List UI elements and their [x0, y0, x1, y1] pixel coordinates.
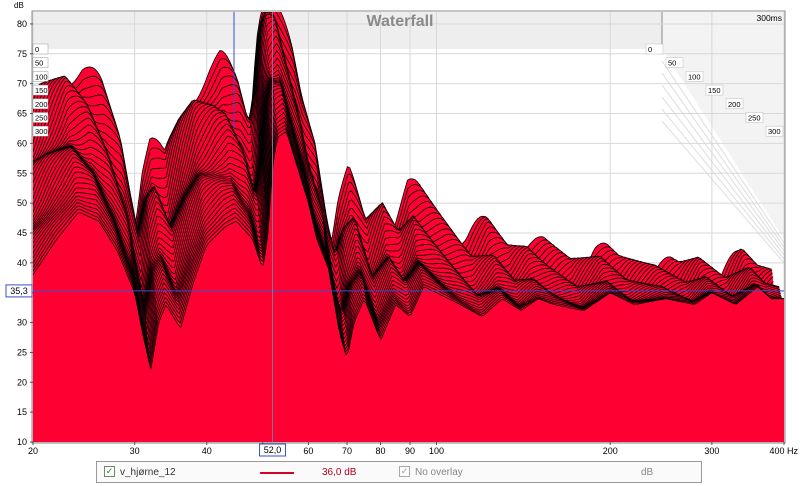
time-label-bg — [32, 71, 49, 82]
y-tick-label: 45 — [17, 228, 27, 238]
y-tick-label: 10 — [17, 437, 27, 447]
side-wall-plane — [662, 12, 784, 239]
time-label-left: 50 — [35, 59, 43, 68]
time-label-left: 200 — [35, 100, 48, 109]
axis-ticks: 1015202530354045505560657075802030406070… — [5, 19, 798, 457]
slice-contour — [33, 131, 784, 370]
time-label-right: 100 — [688, 72, 701, 81]
series-name: v_hjørne_12 — [120, 467, 176, 478]
x-tick-label: 100 — [429, 446, 444, 456]
time-label-bg — [705, 84, 724, 96]
y-axis-unit: dB — [14, 1, 24, 10]
time-label-bg — [725, 98, 744, 110]
slice-contour — [33, 107, 782, 346]
y-tick-label: 50 — [17, 198, 27, 208]
y-tick-label: 60 — [17, 138, 27, 148]
time-label-right: 150 — [708, 86, 721, 95]
side-wall-gridline — [661, 96, 784, 256]
time-label-bg — [32, 112, 49, 123]
y-tick-label: 55 — [17, 168, 27, 178]
time-label-bg — [745, 112, 764, 123]
x-tick-label: 70 — [342, 446, 352, 456]
y-tick-label: 30 — [17, 318, 27, 328]
overlay-checkbox[interactable]: ✓ — [399, 466, 410, 477]
x-tick-label: 30 — [130, 446, 140, 456]
legend-bar: ✓ v_hjørne_12 36,0 dB ✓ No overlay dB — [96, 461, 702, 483]
slice-contour — [33, 98, 781, 335]
time-label-bg — [665, 57, 684, 68]
slice-contour — [33, 116, 783, 355]
slice-contour — [33, 23, 774, 299]
side-wall-gridline — [661, 60, 784, 244]
slice-contour — [33, 19, 774, 300]
y-tick-label: 70 — [17, 79, 27, 89]
x-tick-label: 80 — [376, 446, 386, 456]
slice-contour — [33, 28, 775, 298]
x-cursor-readout: 52,0 — [264, 445, 282, 455]
y-tick-label: 75 — [17, 49, 27, 59]
time-label-bg — [645, 43, 664, 55]
time-label-left: 250 — [35, 114, 48, 123]
time-label-right: 200 — [728, 100, 741, 109]
y-tick-label: 65 — [17, 109, 27, 119]
time-label-left: 100 — [35, 72, 48, 81]
time-range-label: 300ms — [756, 13, 782, 23]
time-label-right: 300 — [768, 127, 781, 136]
side-wall-gridline — [661, 120, 784, 264]
slice-contour — [33, 85, 780, 316]
time-label-bg — [32, 84, 49, 96]
side-wall-gridline — [661, 108, 784, 260]
x-tick-label: 60 — [303, 446, 313, 456]
time-label-left: 0 — [35, 45, 39, 54]
x-tick-label: 400 Hz — [769, 446, 798, 456]
x-tick-label: 90 — [405, 446, 415, 456]
x-tick-label: 200 — [603, 446, 618, 456]
slice-contour — [33, 16, 773, 300]
side-wall-gridline — [661, 84, 784, 252]
x-tick-label: 40 — [202, 446, 212, 456]
slice-contour — [33, 35, 775, 299]
overlay-value: dB — [641, 467, 654, 478]
time-label-left: 150 — [35, 86, 48, 95]
time-label-right: 50 — [668, 59, 676, 68]
side-wall-gridline — [661, 72, 784, 248]
x-tick-label: 300 — [704, 446, 719, 456]
time-label-bg — [32, 43, 49, 55]
x-tick-label: 20 — [28, 446, 38, 456]
y-tick-label: 20 — [17, 377, 27, 387]
time-label-bg — [685, 71, 704, 82]
time-label-left: 300 — [35, 127, 48, 136]
waterfall-chart: 0 50 100 150 200 250 300 0 50 100 150 200 250 300 Wat… — [5, 1, 798, 457]
slice-contour — [33, 90, 781, 325]
time-label-right: 0 — [648, 45, 652, 54]
series-line-swatch — [260, 472, 294, 474]
y-tick-label: 15 — [17, 407, 27, 417]
slice-contour — [33, 112, 782, 351]
time-label-bg — [32, 57, 49, 68]
slice-contour — [33, 13, 773, 299]
slice-contour — [33, 93, 781, 330]
x-cursor-readout-box — [259, 443, 287, 457]
y-tick-label: 80 — [17, 19, 27, 29]
y-cursor-readout-box — [5, 284, 33, 298]
chart-title: Waterfall — [367, 13, 434, 30]
y-tick-label: 25 — [17, 347, 27, 357]
series-value: 36,0 dB — [322, 467, 357, 478]
overlay-label: No overlay — [415, 467, 463, 478]
y-tick-label: 40 — [17, 258, 27, 268]
overlay: 0 50 100 150 200 250 300 0 50 100 150 200 250 300 — [32, 12, 784, 442]
time-label-bg — [765, 125, 784, 137]
time-label-bg — [32, 98, 49, 110]
series-checkbox[interactable]: ✓ — [104, 466, 115, 477]
waterfall-slices — [33, 12, 784, 442]
time-label-bg — [32, 125, 49, 137]
slice-contour — [33, 87, 780, 320]
slice-fill — [33, 131, 784, 442]
y-cursor-readout: 35,3 — [10, 286, 28, 296]
time-label-right: 250 — [748, 114, 761, 123]
slice-contour — [33, 102, 782, 341]
slice-contour — [33, 120, 783, 359]
